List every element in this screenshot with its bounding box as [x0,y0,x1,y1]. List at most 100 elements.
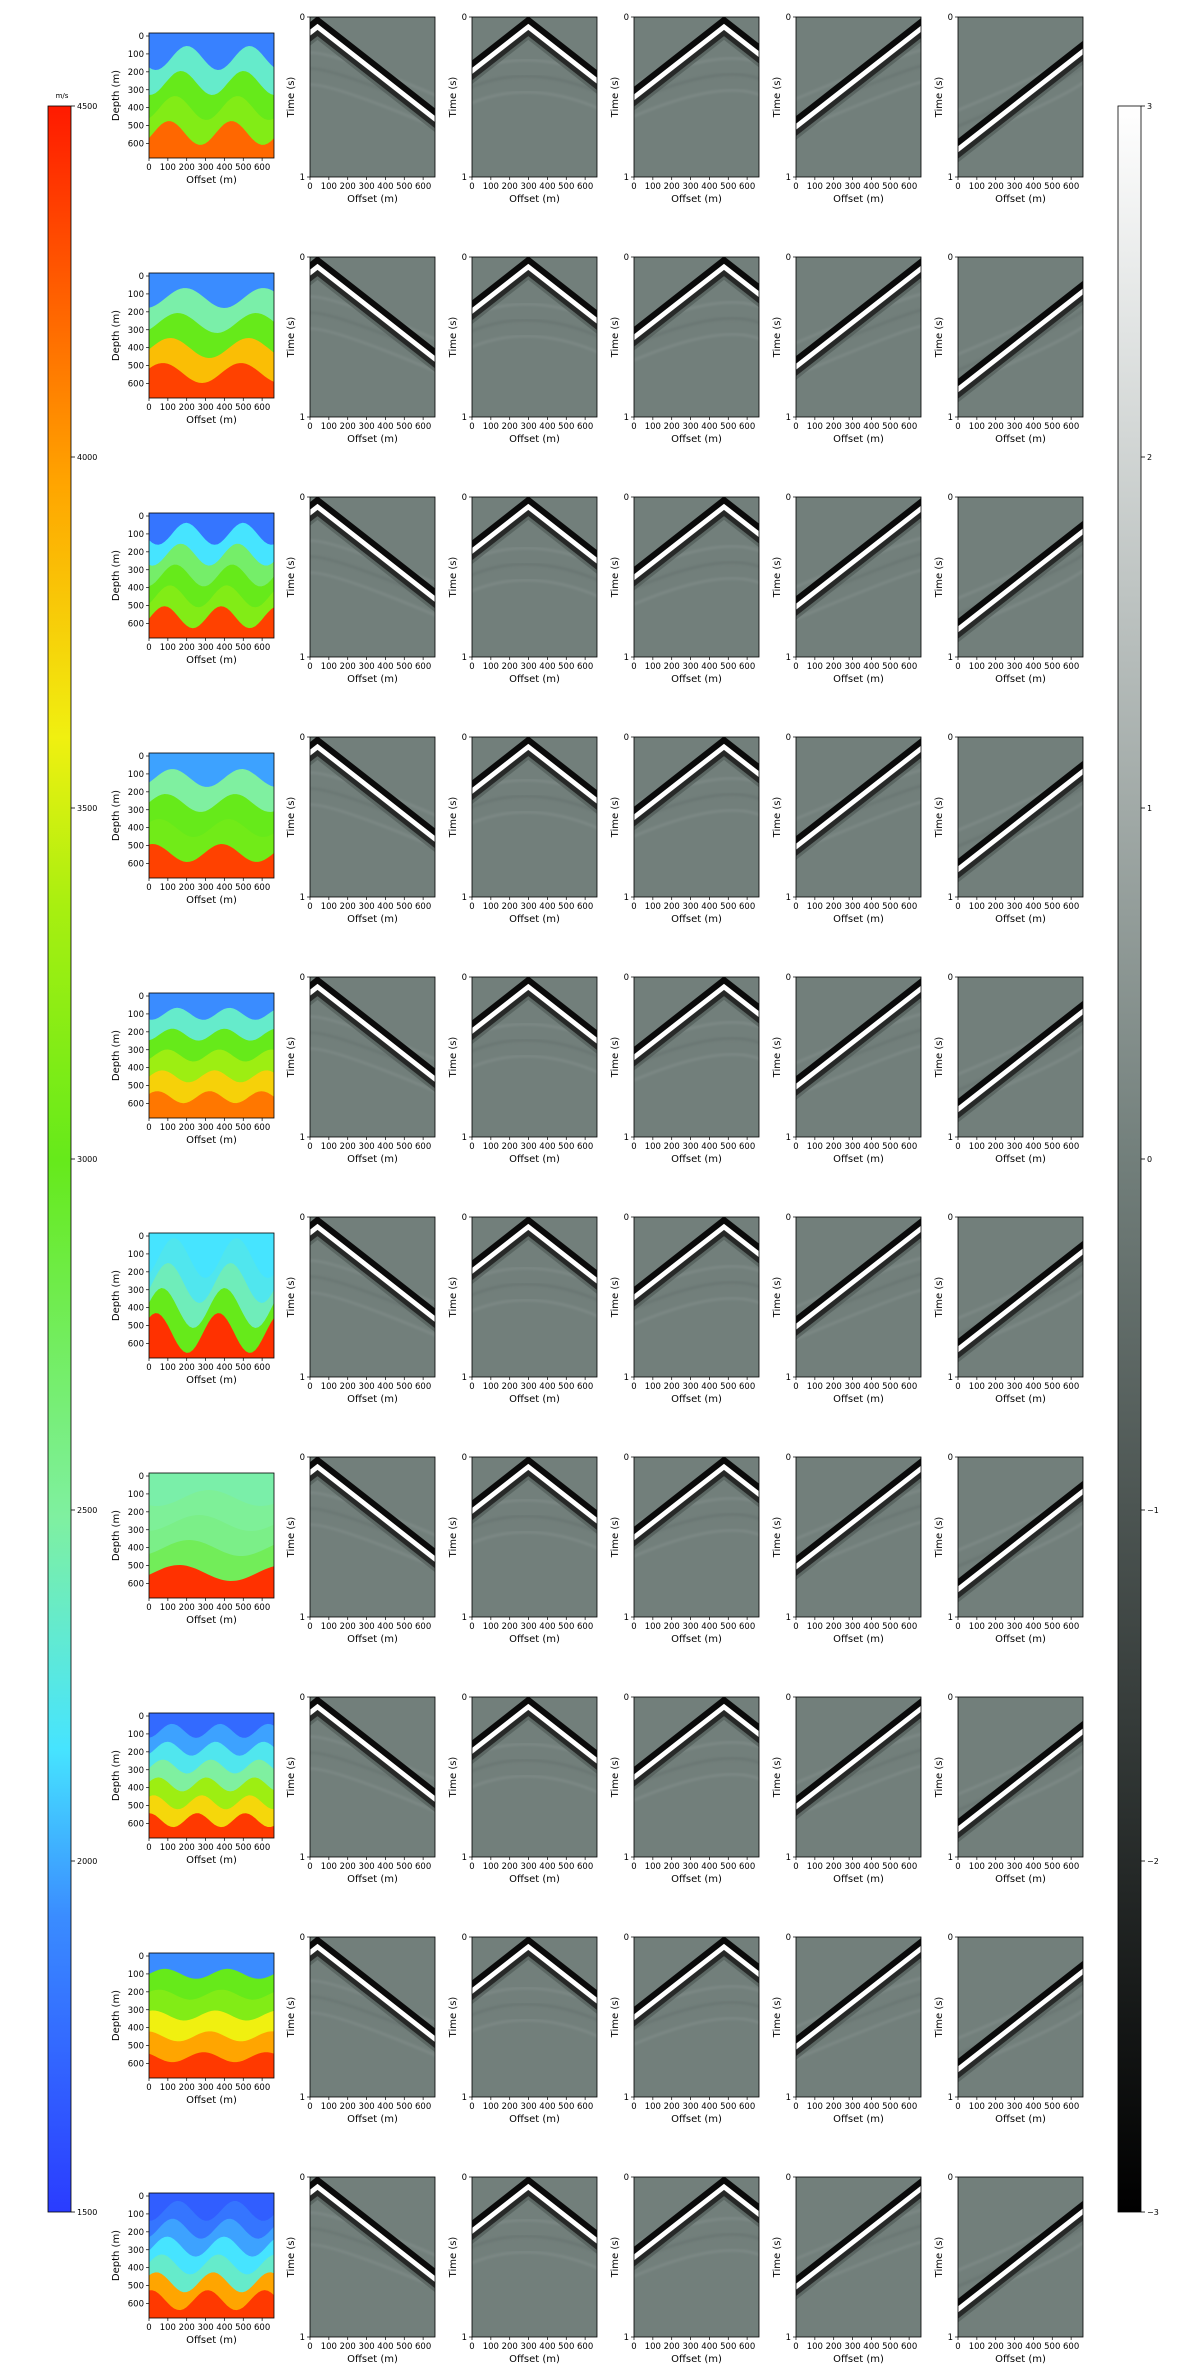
gather-frame [633,1456,760,1618]
x-tick-label: 0 [793,2102,798,2112]
x-tick-label: 400 [216,883,232,893]
x-tick-label: 500 [1044,1622,1060,1632]
direct-wave-black-top [796,498,921,604]
direct-wave-black-top [472,497,597,558]
x-tick-label: 600 [415,2102,431,2112]
gather-frame [471,2176,598,2338]
x-tick-label: 600 [415,902,431,912]
velocity-colorbar-tick-label: 3000 [77,1155,97,1164]
x-tick-label: 200 [988,902,1004,912]
x-tick-label: 400 [377,1622,393,1632]
gather-frame [633,976,760,1138]
x-tick-label: 200 [502,1622,518,1632]
direct-wave-black-top [472,1457,597,1518]
x-tick-label: 0 [307,182,312,192]
y-tick-label: 600 [128,1340,144,1350]
x-tick-label: 500 [720,2342,736,2352]
gather-content [634,977,759,1137]
direct-wave-tail [796,758,921,860]
x-tick-label: 0 [955,2342,960,2352]
x-tick-label: 300 [358,1862,374,1872]
x-tick-label: 600 [254,163,270,173]
x-tick-label: 100 [645,422,661,432]
gather-frame [471,16,598,178]
x-tick-label: 300 [682,1862,698,1872]
y-axis-label: Time (s) [610,1277,621,1319]
velocity-layer [149,606,274,638]
x-axis-label: Offset (m) [671,1154,722,1165]
y-tick-label: 600 [128,380,144,390]
y-tick-label: 1 [948,2093,953,2103]
x-tick-label: 400 [1025,902,1041,912]
x-tick-label: 500 [396,1382,412,1392]
direct-wave-black-top [472,257,597,318]
gather-reflection [634,1053,759,1082]
direct-wave-black-bottom [634,1469,759,1547]
gather-reflection [796,1045,921,1096]
x-tick-label: 500 [1044,182,1060,192]
x-tick-label: 600 [577,662,593,672]
direct-wave-white [634,23,759,101]
direct-wave-tail [472,516,597,574]
direct-wave-black-bottom [958,2214,1083,2319]
gather-content [310,2177,435,2337]
x-tick-label: 0 [146,1843,151,1853]
x-axis-label: Offset (m) [995,2114,1046,2125]
y-axis-label: Time (s) [934,2237,945,2279]
x-tick-label: 200 [340,422,356,432]
x-tick-label: 0 [631,1382,636,1392]
direct-wave-white [958,1488,1083,1593]
direct-wave-tail [958,1020,1083,1123]
y-axis-label: Time (s) [448,1517,459,1559]
x-axis-label: Offset (m) [833,2114,884,2125]
x-axis-label: Offset (m) [995,1634,1046,1645]
y-axis-label: Time (s) [610,797,621,839]
gather-frame [957,1216,1084,1378]
amplitude-colorbar-tick-label: −2 [1147,1857,1159,1866]
gather-content [310,497,435,657]
gather-content [796,257,921,417]
x-tick-label: 500 [720,1862,736,1872]
x-tick-label: 600 [577,1142,593,1152]
x-tick-label: 0 [307,2102,312,2112]
x-axis-label: Offset (m) [671,194,722,205]
x-tick-label: 600 [1063,1622,1079,1632]
x-tick-label: 300 [197,1363,213,1373]
gather-frame [471,1936,598,2098]
y-tick-label: 1 [624,1613,629,1623]
x-tick-label: 600 [254,2323,270,2333]
y-tick-label: 1 [786,653,791,663]
x-tick-label: 600 [901,1142,917,1152]
x-tick-label: 600 [739,1382,755,1392]
direct-wave-tail [634,1476,759,1551]
gather-frame [309,256,436,418]
direct-wave-tail [796,38,921,140]
velocity-layer [149,844,274,878]
y-tick-label: 500 [128,842,144,852]
direct-wave-black-bottom [472,29,597,91]
y-tick-label: 0 [948,733,953,743]
x-axis-label: Offset (m) [509,1154,560,1165]
direct-wave-black-bottom [796,1951,921,2057]
y-axis-label: Time (s) [448,1277,459,1319]
gather-reflection [310,327,435,373]
x-tick-label: 400 [863,1382,879,1392]
direct-wave-white [472,23,597,85]
gather-content [472,737,597,897]
x-tick-label: 600 [901,182,917,192]
y-tick-label: 0 [300,1933,305,1943]
direct-wave-tail [310,516,435,613]
x-tick-label: 500 [558,662,574,672]
velocity-layers [149,2193,274,2318]
x-tick-label: 0 [955,2102,960,2112]
gather-frame [957,736,1084,898]
gather-reflection [472,2003,597,2022]
